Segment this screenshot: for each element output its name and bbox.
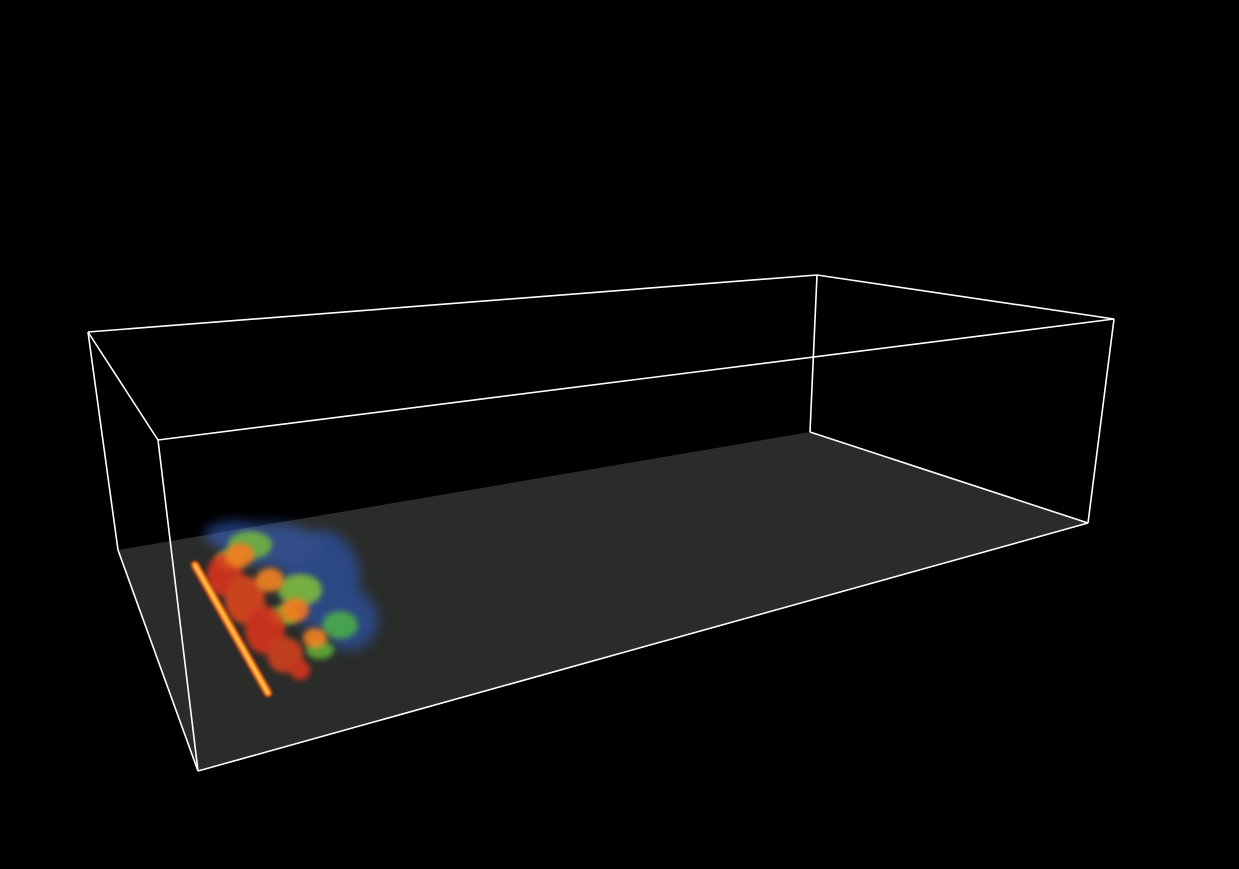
- fire-volume: [191, 521, 378, 697]
- box-edge: [87, 331, 119, 551]
- box-edge: [87, 331, 159, 441]
- box-edge: [157, 318, 1115, 441]
- burner-line: [191, 561, 272, 697]
- flame-body: [207, 543, 327, 680]
- bounding-box-back: [87, 274, 1115, 524]
- box-edge: [157, 439, 199, 772]
- box-edge: [117, 549, 199, 772]
- box-edge: [1087, 318, 1115, 524]
- box-edge: [809, 431, 1089, 524]
- box-edge: [816, 274, 1115, 320]
- bounding-box-front: [87, 318, 1115, 772]
- floor-plane: [118, 432, 1088, 771]
- box-edge: [197, 522, 1089, 772]
- box-edge: [87, 274, 818, 333]
- box-edge: [809, 274, 818, 433]
